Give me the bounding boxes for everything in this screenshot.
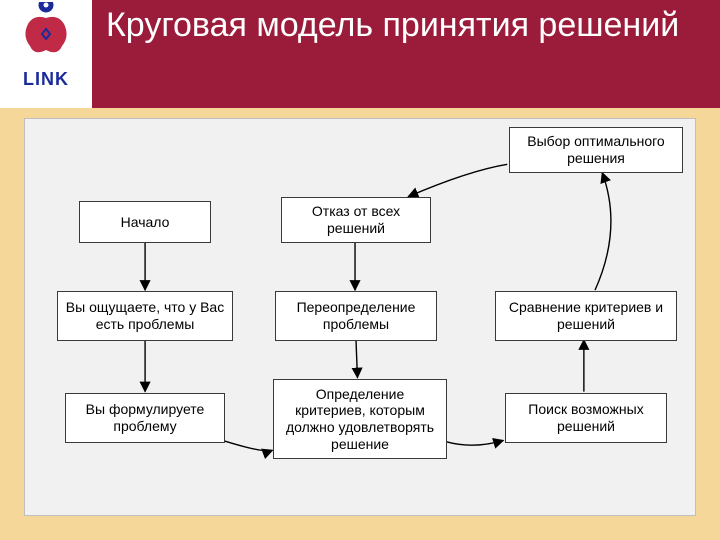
header-bar: LINK Круговая модель принятия решений [0, 0, 720, 108]
flowchart-edge-criteria-search [446, 440, 504, 445]
flowchart-node-feel: Вы ощущаете, что у Вас есть проблемы [57, 291, 233, 341]
flowchart-node-search: Поиск возможных решений [505, 393, 667, 443]
flowchart-node-reject: Отказ от всех решений [281, 197, 431, 243]
flowchart-edge-redef-criteria [356, 340, 357, 378]
diagram-frame-inner: Начало Вы ощущаете, что у Вас есть пробле… [24, 118, 696, 516]
logo-text: LINK [23, 69, 69, 90]
flowchart-diagram: Начало Вы ощущаете, что у Вас есть пробле… [25, 119, 695, 515]
flowchart-node-compare: Сравнение критериев и решений [495, 291, 677, 341]
flowchart-node-start: Начало [79, 201, 211, 243]
link-logo-icon [14, 2, 78, 67]
flowchart-edge-compare-optimal [595, 173, 611, 290]
flowchart-node-criteria: Определение критериев, которым должно уд… [273, 379, 447, 459]
slide-title-text: Круговая модель принятия решений [106, 6, 679, 44]
flowchart-node-formulate: Вы формулируете проблему [65, 393, 225, 443]
slide-title: Круговая модель принятия решений [92, 0, 720, 45]
flowchart-edge-formulate-criteria [225, 441, 273, 451]
flowchart-edge-optimal-reject [408, 164, 507, 196]
diagram-frame-outer: Начало Вы ощущаете, что у Вас есть пробле… [0, 108, 720, 540]
flowchart-node-optimal: Выбор оптимального решения [509, 127, 683, 173]
logo-block: LINK [0, 0, 92, 108]
flowchart-node-redef: Переопределение проблемы [275, 291, 437, 341]
